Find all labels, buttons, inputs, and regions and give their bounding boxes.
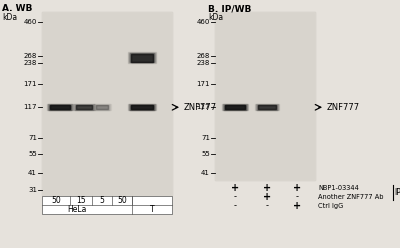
Text: 55: 55 [201, 151, 210, 157]
Bar [223, 104, 247, 110]
Bar [75, 105, 93, 110]
Bar [47, 104, 73, 110]
Text: -: - [266, 201, 268, 211]
Bar [215, 12, 315, 180]
Text: 460: 460 [197, 19, 210, 25]
Text: 117: 117 [196, 104, 210, 110]
Text: kDa: kDa [2, 13, 17, 22]
Text: 117: 117 [24, 104, 37, 110]
Text: -: - [296, 192, 298, 201]
Text: +: + [263, 183, 271, 193]
Text: Ctrl IgG: Ctrl IgG [318, 203, 343, 209]
Text: +: + [263, 192, 271, 202]
Bar [130, 105, 154, 110]
Bar [129, 53, 155, 62]
Bar [129, 104, 155, 110]
Text: 171: 171 [196, 81, 210, 87]
Bar [131, 54, 153, 62]
Bar [50, 105, 70, 109]
Text: IP: IP [394, 188, 400, 197]
Bar [42, 196, 172, 214]
Bar [95, 105, 109, 110]
Bar [50, 105, 70, 109]
Bar [255, 104, 279, 110]
Bar [222, 104, 248, 110]
Text: 41: 41 [201, 170, 210, 176]
Text: 171: 171 [24, 81, 37, 87]
Bar [257, 105, 277, 110]
Bar [42, 12, 172, 195]
Bar [131, 105, 153, 109]
Bar [128, 52, 156, 63]
Bar [224, 105, 246, 110]
Bar [130, 53, 154, 62]
Bar [128, 104, 156, 110]
Bar [258, 105, 276, 109]
Text: Another ZNF777 Ab: Another ZNF777 Ab [318, 194, 384, 200]
Text: 238: 238 [197, 60, 210, 66]
Bar [48, 104, 72, 110]
Bar [215, 12, 315, 180]
Text: A. WB: A. WB [2, 4, 32, 13]
Text: +: + [293, 183, 301, 193]
Text: T: T [150, 205, 154, 214]
Bar [74, 104, 94, 110]
Text: +: + [231, 183, 239, 193]
Bar [258, 105, 276, 109]
Text: +: + [293, 201, 301, 211]
Bar [131, 105, 153, 109]
Text: 55: 55 [28, 151, 37, 157]
Bar [42, 12, 172, 195]
Bar [96, 105, 108, 109]
Text: ZNF777: ZNF777 [327, 103, 360, 112]
Text: 15: 15 [76, 196, 86, 205]
Bar [73, 104, 95, 110]
Text: NBP1-03344: NBP1-03344 [318, 185, 359, 191]
Text: 5: 5 [100, 196, 104, 205]
Text: 268: 268 [197, 53, 210, 59]
Text: 50: 50 [51, 196, 61, 205]
Bar [131, 54, 153, 62]
Bar [256, 104, 278, 110]
Bar [93, 104, 111, 110]
Text: -: - [234, 192, 236, 201]
Text: -: - [234, 201, 236, 211]
Text: HeLa: HeLa [67, 205, 87, 214]
Bar [225, 105, 245, 109]
Text: 460: 460 [24, 19, 37, 25]
Bar [94, 104, 110, 110]
Text: 41: 41 [28, 170, 37, 176]
Text: 50: 50 [117, 196, 127, 205]
Bar [49, 105, 71, 110]
Bar [225, 105, 245, 109]
Text: 238: 238 [24, 60, 37, 66]
Text: 71: 71 [28, 135, 37, 141]
Text: ZNF777: ZNF777 [184, 103, 217, 112]
Bar [96, 105, 108, 109]
Text: 268: 268 [24, 53, 37, 59]
Text: B. IP/WB: B. IP/WB [208, 4, 251, 13]
Bar [76, 105, 92, 109]
Bar [76, 105, 92, 109]
Text: 71: 71 [201, 135, 210, 141]
Text: 31: 31 [28, 187, 37, 193]
Text: kDa: kDa [208, 13, 223, 22]
